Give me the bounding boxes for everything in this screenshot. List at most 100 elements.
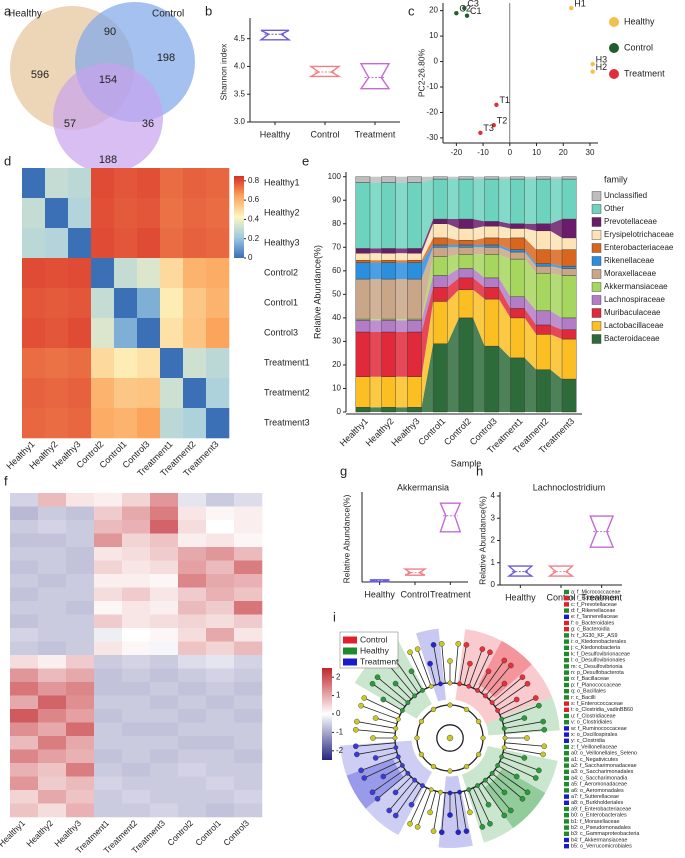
heatmap-cell: [206, 560, 235, 575]
bar-segment: [407, 331, 422, 377]
y-tick-label: 20: [429, 6, 438, 15]
heatmap-cell: [137, 348, 161, 379]
taxon-swatch: [564, 782, 569, 787]
heatmap-cell: [94, 628, 123, 642]
y-tick-label: 3.0: [234, 117, 246, 126]
colorbar-label: -1: [336, 728, 344, 737]
heatmap-cell: [10, 655, 39, 669]
y-tick-label: 0: [434, 57, 439, 66]
heatmap-cell: [178, 763, 207, 777]
violin: [506, 565, 534, 577]
heatmap-cell: [234, 493, 263, 507]
clade-branch: [454, 792, 459, 833]
clade-branch: [360, 756, 399, 771]
heatmap-cell: [22, 198, 46, 229]
clade-node: [420, 687, 425, 693]
heatmap-cell: [45, 288, 69, 319]
bar-segment: [561, 249, 577, 267]
taxon-swatch: [564, 682, 569, 688]
heatmap-cell: [178, 547, 207, 561]
flow: [473, 254, 485, 278]
taxon-swatch: [564, 639, 569, 644]
taxon-label: b2: o_Pseudomonadales: [571, 825, 631, 831]
heatmap-cell: [206, 288, 230, 319]
heatmap-cell: [122, 749, 151, 764]
flow: [421, 237, 434, 263]
bar-segment: [510, 258, 525, 297]
flow: [369, 407, 382, 412]
heatmap-cell: [114, 348, 138, 379]
flow: [498, 254, 511, 297]
bar-segment: [561, 178, 577, 220]
heatmap-cell: [178, 493, 207, 507]
legend-label: Healthy: [360, 645, 390, 655]
heatmap-cell: [234, 668, 263, 683]
clade-node: [395, 716, 401, 722]
heatmap-cell: [122, 641, 151, 656]
flow: [524, 252, 537, 274]
flow: [550, 179, 563, 224]
heatmap-cell: [150, 695, 179, 710]
taxon-label: t: o_Clostridia_vadinBB60: [571, 707, 633, 713]
heatmap-cell: [22, 318, 46, 349]
taxon-label: a8: o_Burkholderiales: [571, 800, 623, 806]
clade-node: [408, 668, 415, 675]
bar-segment: [536, 272, 551, 312]
panel-label: b: [205, 3, 212, 18]
heatmap-cell: [150, 533, 179, 548]
taxon-swatch: [564, 608, 569, 613]
heatmap-cell: [122, 560, 151, 575]
clade-branch: [499, 760, 536, 779]
taxon-swatch: [564, 831, 569, 836]
heatmap-cell: [38, 628, 67, 642]
flow: [421, 275, 434, 332]
heatmap-cell: [178, 520, 207, 534]
row-label: Treatment1: [264, 357, 310, 367]
bar-segment: [510, 223, 525, 229]
heatmap-cell: [66, 533, 95, 548]
clade-node: [501, 680, 508, 687]
clade-branch: [395, 776, 412, 793]
clade-node: [408, 801, 415, 808]
taxon-label: r: c_Bacilli: [571, 695, 596, 701]
bar-segment: [381, 252, 396, 261]
violin: [402, 568, 428, 576]
clade-node: [457, 789, 462, 795]
clade-branch: [494, 683, 528, 707]
heatmap-cell: [122, 493, 151, 507]
bar-segment: [381, 331, 396, 377]
legend-swatch: [591, 334, 602, 344]
heatmap-cell: [150, 668, 179, 683]
flow: [498, 176, 511, 180]
x-tick-label: Treatment: [355, 129, 396, 139]
heatmap-cell: [122, 601, 151, 615]
taxon-label: a4: c_Saccharimonadia: [571, 775, 627, 781]
clade-node: [524, 735, 530, 741]
heatmap-cell: [150, 560, 179, 575]
bar-segment: [458, 254, 474, 269]
point: [494, 102, 499, 108]
y-tick-label: 30: [332, 337, 341, 346]
bar-segment: [381, 248, 396, 254]
point: [590, 69, 595, 74]
clade-node: [502, 735, 508, 741]
taxon-swatch: [564, 757, 569, 762]
flow: [421, 301, 434, 408]
heatmap-cell: [45, 348, 69, 379]
clade-branch: [504, 747, 544, 755]
legend-label: Bacteroidaceae: [604, 334, 660, 343]
taxon-swatch: [564, 738, 569, 743]
legend-swatch: [591, 295, 602, 305]
flow: [447, 219, 459, 229]
heatmap-cell: [206, 574, 235, 588]
legend-label: Control: [624, 42, 653, 52]
heatmap-cell: [206, 736, 235, 750]
clade-node: [487, 649, 493, 656]
clade-node: [479, 646, 486, 652]
point: [491, 122, 496, 128]
heatmap-cell: [150, 803, 179, 818]
taxon-swatch: [564, 726, 569, 731]
heatmap-cell: [160, 228, 184, 259]
clade-node: [485, 668, 492, 675]
heatmap-cell: [122, 614, 151, 629]
